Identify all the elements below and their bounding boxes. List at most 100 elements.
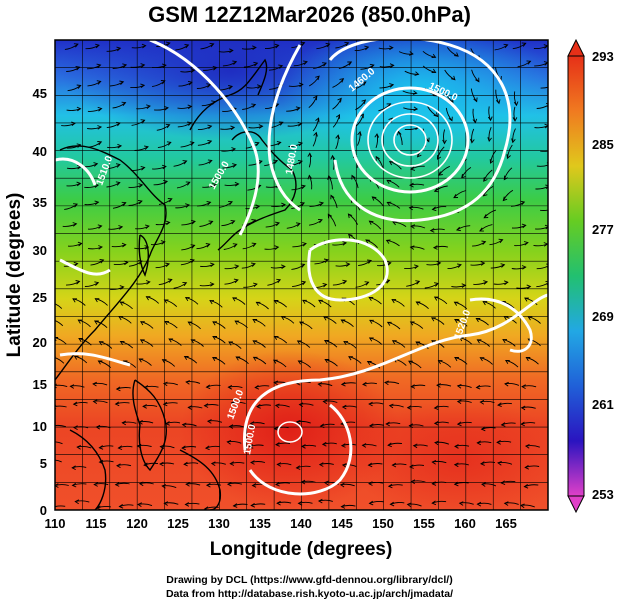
streamline-arrow <box>252 319 258 324</box>
streamline-arrow <box>341 463 347 468</box>
streamline-arrow <box>145 280 151 285</box>
streamline-arrow <box>137 502 142 507</box>
streamline-arrow <box>182 160 188 165</box>
streamline-arrow <box>228 85 234 90</box>
streamline-arrow <box>408 51 414 56</box>
streamline-arrow <box>122 63 128 68</box>
streamline-arrow <box>256 404 261 409</box>
streamline-arrow <box>436 383 441 388</box>
streamline-arrow <box>121 242 127 248</box>
streamline-arrow <box>273 426 279 431</box>
streamline-arrow <box>475 384 481 390</box>
streamline-arrow <box>322 62 327 67</box>
streamline-arrow <box>227 384 233 390</box>
streamline-arrow <box>415 280 421 285</box>
streamline-arrow <box>189 141 195 146</box>
streamline-arrow <box>520 421 525 427</box>
streamline-arrow <box>456 383 462 389</box>
streamline-arrow <box>365 239 371 244</box>
streamline-arrow <box>433 405 439 411</box>
streamline-arrow <box>274 43 280 49</box>
x-tick-label: 125 <box>167 516 189 531</box>
streamline-arrow <box>251 103 257 108</box>
streamline-arrow <box>362 381 367 387</box>
streamline-arrow <box>232 503 238 508</box>
streamline-arrow <box>207 139 213 145</box>
streamline-arrow <box>433 112 439 118</box>
streamline-arrow <box>185 482 190 487</box>
streamline-arrow <box>160 80 166 85</box>
streamline-arrow <box>521 265 527 270</box>
streamline-arrow <box>415 341 421 346</box>
streamline-arrow <box>300 41 306 46</box>
streamline-arrow <box>190 339 196 344</box>
streamline-arrow <box>317 382 323 387</box>
streamline-arrow <box>212 65 218 71</box>
streamline-arrow <box>520 405 526 411</box>
x-tick-label: 115 <box>86 516 107 531</box>
streamline-arrow <box>457 263 462 268</box>
streamline-arrow <box>232 297 237 302</box>
streamline-arrow <box>409 464 414 469</box>
streamline-arrow <box>391 340 397 345</box>
streamline-arrow <box>414 264 419 269</box>
streamline-arrow <box>524 297 529 302</box>
colorbar: 293 285 277 269 261 253 <box>567 38 614 514</box>
streamline-arrow <box>295 465 301 470</box>
streamline-arrow <box>519 503 525 509</box>
streamline-arrow <box>92 381 97 387</box>
streamline-arrow <box>187 405 193 410</box>
streamline-arrow <box>189 258 195 264</box>
colorbar-top-arrow <box>567 38 585 57</box>
streamline-arrow <box>497 460 502 466</box>
streamline-arrow <box>162 401 168 407</box>
colorbar-label: 261 <box>592 397 614 412</box>
streamline-arrow <box>182 281 188 287</box>
streamline-arrow <box>278 64 284 69</box>
streamline-arrow <box>433 187 439 193</box>
streamline-arrow <box>302 242 307 247</box>
streamline-arrow <box>183 461 188 467</box>
credit-drawing: Drawing by DCL (https://www.gfd-dennou.o… <box>166 574 453 586</box>
streamline-arrow <box>48 459 52 463</box>
streamline-arrow <box>448 116 453 122</box>
streamline-arrow <box>544 224 548 230</box>
streamline-arrow <box>550 84 554 88</box>
streamline-arrow <box>318 299 323 304</box>
streamline-arrow <box>146 104 151 109</box>
streamline-arrow <box>525 357 531 362</box>
streamline-arrow <box>228 424 234 429</box>
streamline-arrow <box>408 423 414 429</box>
streamline-arrow <box>211 357 217 362</box>
streamline-arrow <box>503 43 509 49</box>
streamline-arrow <box>298 141 304 147</box>
streamline-arrow <box>76 444 81 450</box>
streamline-arrow <box>415 301 421 306</box>
streamline-arrow <box>164 105 169 111</box>
streamline-arrow <box>301 444 306 449</box>
streamline-arrow <box>384 380 389 386</box>
streamline-arrow <box>476 501 482 507</box>
streamline-arrow <box>275 221 280 227</box>
streamline-arrow <box>168 338 174 343</box>
streamline-arrow <box>206 83 212 88</box>
streamline-arrow <box>357 130 362 136</box>
streamline-arrow <box>98 341 104 346</box>
streamline-arrow <box>254 385 260 390</box>
streamline-arrow <box>252 282 258 288</box>
streamline-arrow <box>343 341 348 346</box>
streamline-arrow <box>345 262 351 267</box>
streamline-arrow <box>163 179 169 185</box>
streamline-arrow <box>406 405 412 410</box>
streamline-arrow <box>481 482 486 487</box>
streamline-arrow <box>203 506 209 510</box>
streamline-arrow <box>209 42 215 48</box>
x-tick-label: 165 <box>495 516 517 531</box>
streamline-arrow <box>341 404 347 410</box>
coastlines <box>55 58 297 510</box>
streamline-arrow <box>483 280 489 285</box>
streamline-arrow <box>472 118 478 124</box>
streamline-arrow <box>115 181 121 186</box>
streamline-arrow <box>347 61 353 66</box>
streamline-arrow <box>335 134 340 140</box>
